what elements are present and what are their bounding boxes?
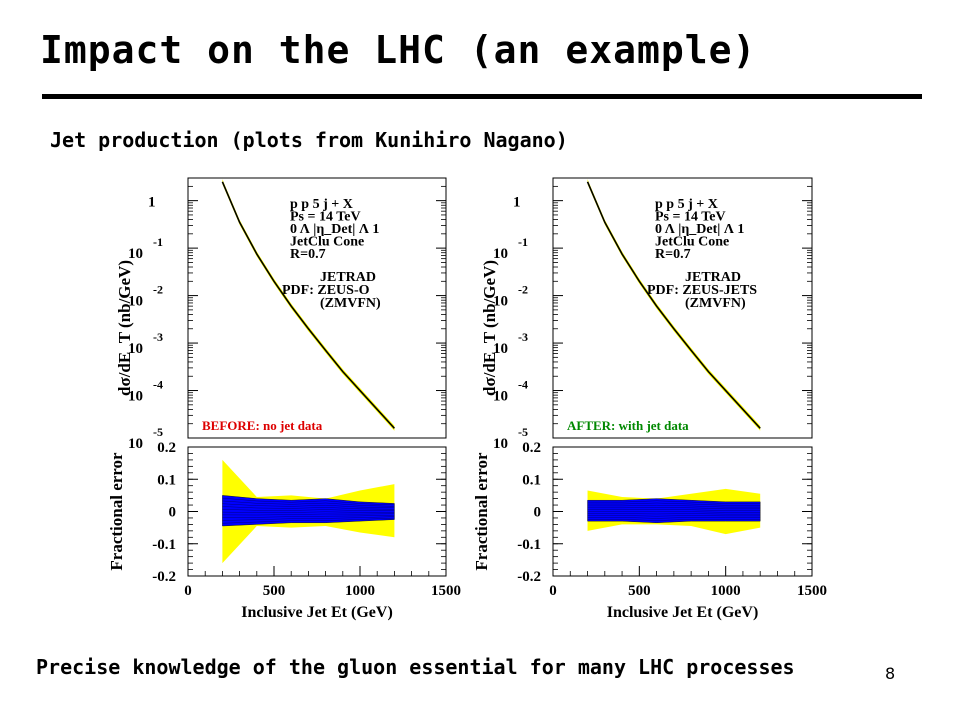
annotation-line: 0 Λ |η_Det| Λ 1	[290, 222, 379, 237]
band-hatch	[222, 516, 395, 521]
y-tick-label: 0	[169, 505, 177, 521]
model-line: (ZMVFN)	[320, 296, 381, 311]
panel-left-bottom: 0.2 0.1 0 -0.1 -0.2 0 500 1000 1500 Inclusive Jet…	[107, 440, 461, 621]
annotation-line: R=0.7	[290, 247, 326, 262]
y-tick-label: 1	[148, 195, 156, 211]
band-hatch	[222, 500, 395, 507]
y-tick-label: 0	[534, 505, 542, 521]
y-axis-label: Fractional error	[472, 452, 491, 571]
title-rule	[42, 94, 922, 99]
y-tick-exponent: -1	[153, 235, 163, 249]
panel-label: AFTER: with jet data	[567, 418, 689, 433]
y-tick-label: -0.1	[517, 537, 541, 553]
band-hatch	[222, 506, 395, 510]
annotation-line: JetClu Cone	[290, 235, 364, 250]
y-tick-label: 0.2	[522, 440, 541, 456]
model-line: JETRAD	[685, 270, 741, 285]
y-tick-exponent: -2	[153, 283, 163, 297]
model-line: JETRAD	[320, 270, 376, 285]
annotation-line: R=0.7	[655, 247, 691, 262]
y-tick-label: 1	[513, 195, 521, 211]
model-line: PDF: ZEUS-O	[282, 283, 370, 298]
x-axis-label: Inclusive Jet Et (GeV)	[607, 604, 759, 621]
x-tick-label: 0	[549, 583, 557, 599]
y-tick-label: 10	[128, 341, 143, 357]
band-hatch	[222, 513, 395, 516]
y-tick-exponent: -1	[518, 235, 528, 249]
y-tick-label: 10	[128, 294, 143, 310]
band-hatch	[222, 503, 395, 509]
y-axis-label: dσ/dE_T (nb/GeV)	[480, 260, 499, 396]
y-tick-exponent: -3	[153, 330, 163, 344]
y-tick-label: 10	[493, 436, 508, 452]
y-tick-exponent: -4	[518, 378, 528, 392]
slide-title: Impact on the LHC (an example)	[40, 28, 757, 72]
band-hatch	[587, 507, 761, 510]
page-number: 8	[885, 664, 896, 683]
band-hatch	[587, 515, 761, 517]
panel-left-top: 1 10 -1 10 -2 10 -3 10 -4 10 -5 dσ/dE_T (nb/GeV) p p…	[115, 177, 447, 452]
band-hatch	[222, 511, 395, 513]
band-hatch	[222, 497, 395, 506]
y-tick-label: 10	[493, 389, 508, 405]
band-hatch	[587, 511, 761, 513]
y-tick-label: 0.1	[522, 472, 541, 488]
band-hatch	[222, 517, 395, 524]
annotation-line: 0 Λ |η_Det| Λ 1	[655, 222, 744, 237]
x-tick-label: 1000	[345, 583, 375, 599]
x-tick-label: 1500	[797, 583, 827, 599]
band-hatch	[587, 502, 761, 506]
annotation-line: JetClu Cone	[655, 235, 729, 250]
model-line: PDF: ZEUS-JETS	[647, 283, 757, 298]
x-tick-label: 0	[184, 583, 192, 599]
panel-right-bottom: 0.2 0.1 0 -0.1 -0.2 0 500 1000 1500 Inclusive Jet…	[472, 440, 827, 621]
y-tick-exponent: -3	[518, 330, 528, 344]
y-tick-label: 10	[128, 389, 143, 405]
band-hatch	[222, 509, 395, 511]
x-tick-label: 500	[628, 583, 651, 599]
y-axis-label: Fractional error	[107, 452, 126, 571]
y-tick-label: 10	[128, 436, 143, 452]
y-tick-label: 10	[128, 246, 143, 262]
plot-frame	[552, 177, 813, 439]
cross-section-curve	[586, 181, 761, 429]
slide-footer: Precise knowledge of the gluon essential…	[36, 655, 795, 679]
y-tick-label: 10	[493, 246, 508, 262]
band-hatch	[587, 505, 761, 508]
inner-error-band	[587, 498, 761, 523]
band-hatch	[587, 500, 761, 504]
slide-subtitle: Jet production (plots from Kunihiro Naga…	[50, 128, 568, 152]
x-tick-label: 500	[263, 583, 286, 599]
panel-right-top: 1 10 -1 10 -2 10 -3 10 -4 10 -5 dσ/dE_T (nb/GeV) p p…	[480, 177, 813, 452]
x-axis-label: Inclusive Jet Et (GeV)	[241, 604, 393, 621]
y-tick-exponent: -5	[518, 425, 528, 439]
y-tick-exponent: -5	[153, 425, 163, 439]
y-tick-exponent: -2	[518, 283, 528, 297]
y-tick-label: 10	[493, 294, 508, 310]
annotation-line: Ps = 14 TeV	[655, 210, 726, 225]
band-hatch	[587, 509, 761, 511]
y-tick-label: -0.2	[152, 569, 176, 585]
band-hatch	[222, 514, 395, 518]
annotation-line: p p 5 j + X	[290, 197, 353, 212]
y-axis-label: dσ/dE_T (nb/GeV)	[115, 260, 134, 396]
band-hatch	[587, 517, 761, 519]
annotation-line: p p 5 j + X	[655, 197, 718, 212]
annotation-line: Ps = 14 TeV	[290, 210, 361, 225]
y-tick-label: -0.2	[517, 569, 541, 585]
y-tick-label: 0.2	[157, 440, 176, 456]
cross-section-curve	[221, 181, 395, 429]
model-line: (ZMVFN)	[685, 296, 746, 311]
y-tick-label: 0.1	[157, 472, 176, 488]
panel-label: BEFORE: no jet data	[202, 418, 323, 433]
y-tick-label: 10	[493, 341, 508, 357]
y-tick-exponent: -4	[153, 378, 163, 392]
x-tick-label: 1000	[711, 583, 741, 599]
band-hatch	[587, 519, 761, 521]
band-hatch	[587, 513, 761, 515]
plot-frame	[187, 177, 447, 439]
x-tick-label: 1500	[431, 583, 461, 599]
y-tick-label: -0.1	[152, 537, 176, 553]
